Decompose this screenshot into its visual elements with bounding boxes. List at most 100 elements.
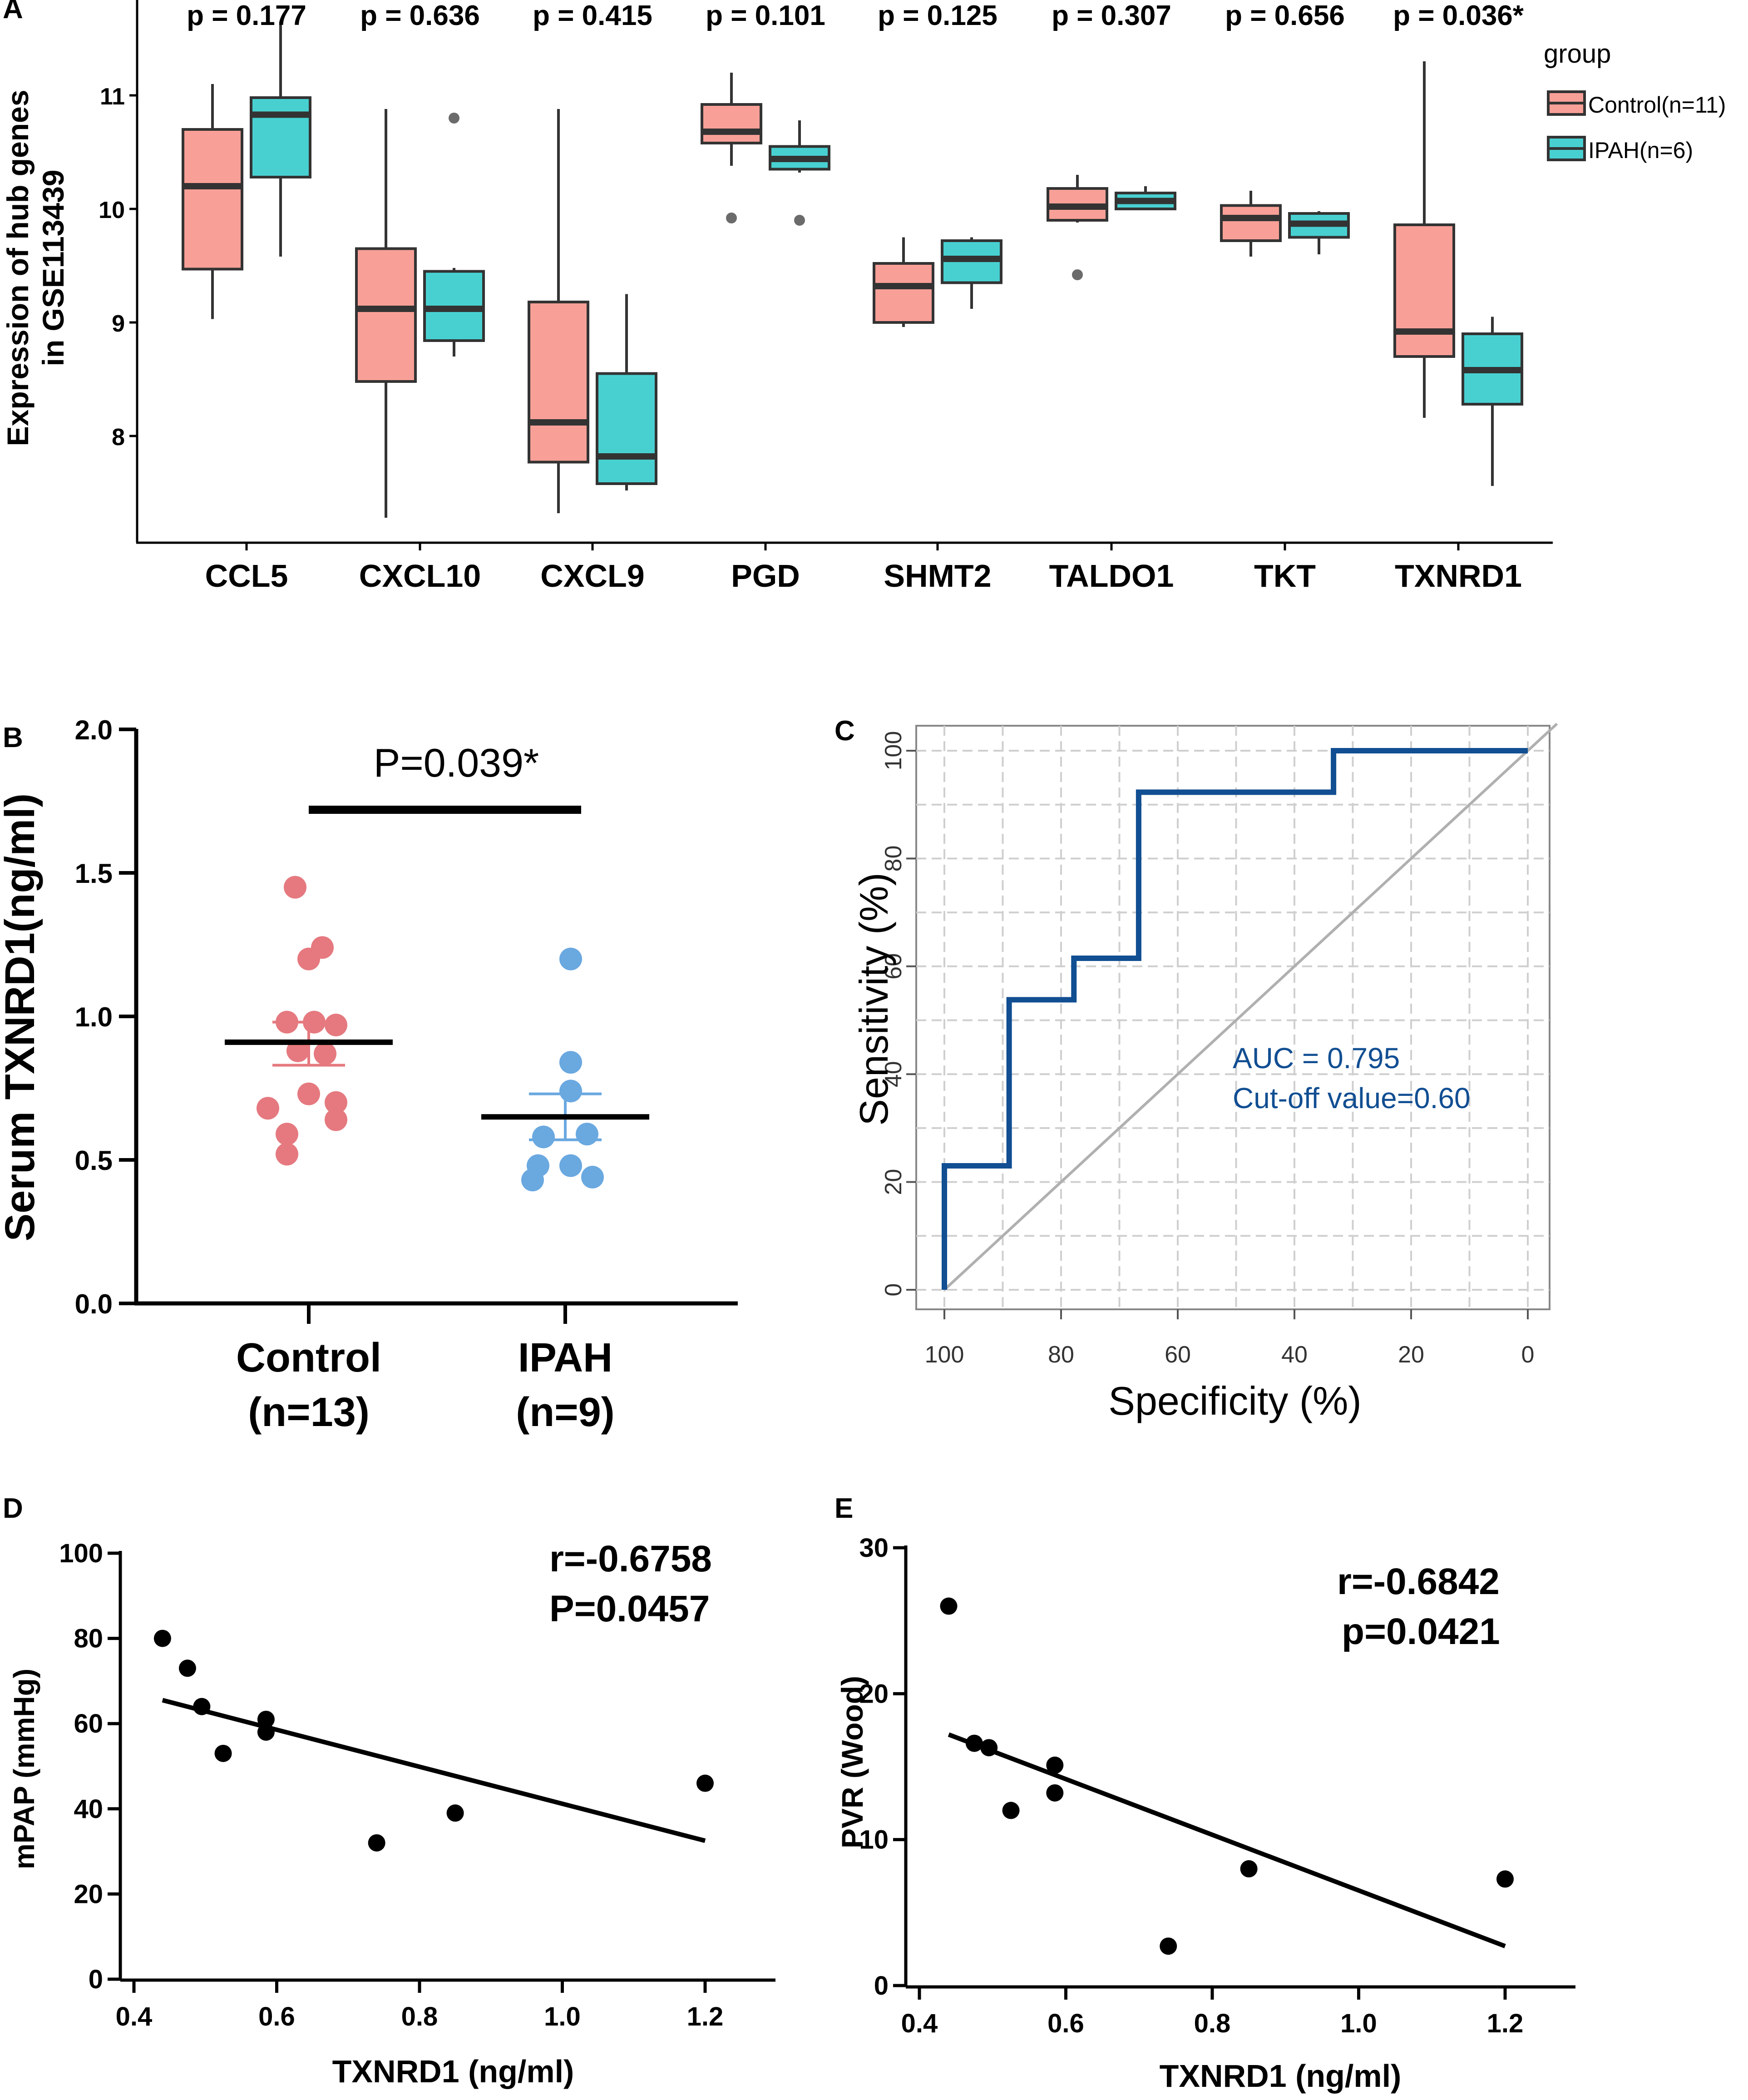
auc-label: AUC = 0.795 [1233,1042,1400,1075]
panel-a-boxplot: A Expression of hub genes in GSE113439 8… [1,0,1726,594]
dot-control [325,1091,347,1114]
pvalue-label-shmt2: p = 0.125 [878,0,997,31]
panel-e-xlabel: TXNRD1 (ng/ml) [1160,2058,1402,2094]
dot-control [284,876,306,899]
gene-label-taldo1: TALDO1 [1049,558,1174,594]
panel-d-ylabel: mPAP (mmHg) [8,1669,40,1869]
box-control-pgd-box [701,103,762,144]
panel-b-ytick-label: 2.0 [75,715,113,745]
panel-d-xtick-label: 1.2 [687,2002,724,2031]
dot-ipah [559,1154,582,1177]
box-control-pgd-outlier [726,213,737,223]
panel-e-point [1496,1870,1514,1888]
panel-d-point [153,1629,171,1647]
dot-ipah [559,1051,582,1074]
panel-e-point [1160,1937,1177,1955]
panel-c-ytick-label: 0 [880,1283,907,1297]
panel-d-ytick-label: 80 [74,1624,103,1654]
panel-a-letter: A [3,0,23,25]
category-n-ipah: (n=9) [516,1390,615,1435]
gene-label-pgd: PGD [731,558,800,594]
pvalue-label-txnrd1: p = 0.036* [1393,0,1524,31]
panel-c-ytick-label: 40 [880,1061,907,1087]
panel-b-ylabel: Serum TXNRD1(ng/ml) [0,793,43,1242]
panel-d-point [193,1698,211,1715]
dot-control [297,1082,320,1105]
panel-e-xtick-label: 0.6 [1047,2009,1084,2038]
dot-control [314,1042,336,1065]
dot-control [276,1143,298,1166]
category-n-control: (n=13) [248,1390,370,1435]
dot-control [276,1123,298,1146]
panel-c-ytick-label: 100 [880,731,907,771]
panel-e-ytick-label: 0 [874,1971,889,2001]
box-ipah-cxcl9-box [596,372,657,485]
dot-ipah [532,1125,555,1149]
panel-d-r: r=-0.6758 [549,1538,712,1580]
pvalue-label-pgd: p = 0.101 [706,0,825,31]
box-control-cxcl10-box [355,247,417,383]
box-control-ccl5-box [182,128,243,271]
panel-c-ylabel: Sensitivity (%) [851,872,896,1125]
panel-c-frame [915,725,1550,1310]
panel-e-ytick-label: 10 [859,1825,889,1855]
panel-b-letter: B [3,722,23,753]
box-ipah-ccl5-box [250,96,311,178]
dot-control [257,1097,279,1120]
box-control-taldo1-outlier [1072,269,1083,280]
dot-ipah [559,947,582,971]
panel-d-letter: D [3,1493,23,1524]
box-control-shmt2-box [873,262,934,324]
panel-c-xlabel: Specificity (%) [1108,1378,1361,1423]
panel-d-ytick-label: 20 [74,1879,103,1909]
panel-d-point [257,1710,275,1728]
dot-control [325,1108,347,1131]
panel-a-ytick-label: 9 [112,311,125,337]
dot-ipah [559,1080,582,1103]
panel-d-point [178,1659,196,1677]
box-ipah-pgd-outlier [794,215,805,226]
panel-c-roc: C 100 80 60 40 20 0 0 20 40 60 80 100 Sensitivity (… [834,715,1558,1423]
panel-e-p: p=0.0421 [1342,1611,1500,1652]
panel-d-scatter: D mPAP (mmHg) TXNRD1 (ng/ml) r=-0.6758 P… [3,1493,775,2089]
panel-e-scatter: E PVR (Wood) TXNRD1 (ng/ml) r=-0.6842 p=… [834,1493,1575,2094]
gene-label-cxcl10: CXCL10 [359,558,481,594]
panel-e-letter: E [834,1493,853,1524]
panel-c-xtick-label: 80 [1048,1342,1074,1368]
panel-e-point [980,1739,998,1757]
gene-label-shmt2: SHMT2 [884,558,991,594]
panel-a-ytick-label: 11 [100,84,125,110]
panel-e-xtick-label: 1.2 [1487,2009,1524,2038]
box-control-cxcl9-box [528,301,589,464]
box-ipah-cxcl10-outlier [449,113,459,124]
panel-c-xtick-label: 20 [1398,1342,1424,1368]
panel-b-ytick-label: 0.0 [75,1289,113,1319]
pvalue-label-ccl5: p = 0.177 [187,0,306,31]
panel-a-ylabel-line2: in GSE113439 [36,170,70,367]
panel-d-point [214,1744,232,1762]
dot-ipah [576,1123,598,1146]
category-label-control: Control [236,1335,381,1381]
panel-b-dotplot: B Serum TXNRD1(ng/ml) 0.0 0.5 1.0 1.5 2.0 Co… [0,715,738,1435]
panel-c-xtick-label: 100 [925,1342,964,1368]
panel-d-p: P=0.0457 [549,1588,710,1629]
panel-d-point [696,1774,714,1792]
panel-e-point [1046,1784,1064,1802]
panel-e-ytick-label: 30 [859,1533,889,1563]
panel-d-point [368,1834,385,1852]
panel-e-point [940,1597,958,1615]
panel-b-ytick-label: 0.5 [75,1145,113,1176]
panel-c-ytick-label: 60 [880,953,907,980]
panel-a-ylabel-line1: Expression of hub genes [1,90,35,446]
panel-c-letter: C [834,715,855,747]
dot-ipah [581,1165,604,1189]
panel-c-xtick-label: 40 [1281,1342,1308,1368]
pvalue-label-tkt: p = 0.656 [1225,0,1345,31]
panel-c-xtick-label: 60 [1165,1342,1191,1368]
pvalue-label-cxcl10: p = 0.636 [360,0,480,31]
significance-label: P=0.039* [374,740,539,785]
panel-e-point [1046,1756,1064,1774]
panel-a-legend: group Control(n=11) IPAH(n=6) [1544,39,1726,163]
panel-d-xtick-label: 0.6 [258,2002,295,2031]
panel-e-xtick-label: 0.8 [1194,2009,1231,2038]
